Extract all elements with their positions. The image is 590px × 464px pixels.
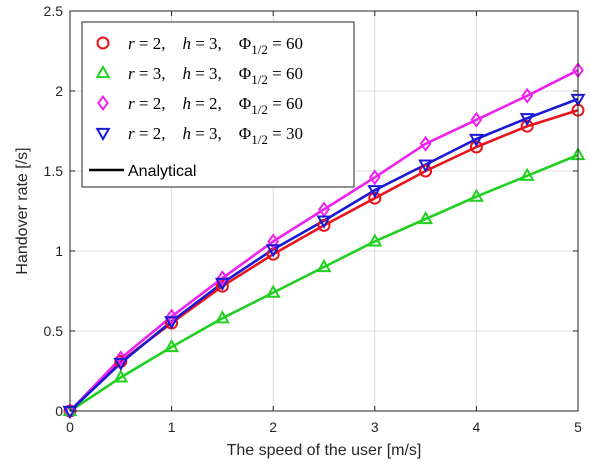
data-point-r3-h3-phi60 [418, 210, 434, 225]
legend: r = 2, h = 3, Φ1/2 = 60 r = 3, h = 3, Φ1/… [81, 21, 355, 188]
plot-frame [69, 10, 579, 412]
data-point-r2-h2-phi60 [216, 270, 229, 287]
data-point-r2-h2-phi60 [368, 169, 381, 186]
x-tick-label: 5 [574, 419, 582, 435]
data-point-r2-h2-phi60 [521, 87, 534, 104]
legend-marker-r2-h2-phi60 [97, 94, 109, 112]
data-point-r2-h2-phi60 [165, 308, 178, 325]
legend-marker-r3-h3-phi60 [95, 64, 111, 79]
data-point-r3-h3-phi60 [113, 369, 129, 383]
x-tick-label: 1 [168, 419, 176, 435]
y-tick-label: 0 [55, 403, 63, 419]
legend-marker-r2-h3-phi60 [96, 36, 110, 50]
data-point-r2-h3-phi30 [418, 159, 434, 173]
data-point-r2-h3-phi30 [265, 244, 281, 258]
x-tick-label: 4 [473, 419, 481, 435]
series-markers [62, 62, 586, 420]
legend-entry-r2-h3-phi60: r = 2, h = 3, Φ1/2 = 60 [128, 34, 303, 57]
legend-entry-r3-h3-phi60: r = 3, h = 3, Φ1/2 = 60 [128, 64, 303, 87]
y-tick-label: 0.5 [44, 323, 64, 339]
data-point-r3-h3-phi60 [265, 284, 281, 298]
data-point-r3-h3-phi60 [164, 338, 180, 353]
data-point-r2-h2-phi60 [114, 350, 127, 367]
data-point-r2-h3-phi60 [419, 164, 433, 178]
data-point-r2-h3-phi30 [367, 185, 383, 199]
data-point-r2-h3-phi30 [214, 277, 230, 292]
x-axis-label: The speed of the user [m/s] [227, 442, 422, 459]
data-point-r3-h3-phi60 [519, 167, 535, 181]
data-point-r2-h3-phi30 [519, 113, 535, 127]
y-tick-labels: 0 0.5 1 1.5 2 2.5 [44, 3, 64, 419]
y-tick-label: 1.5 [44, 163, 64, 179]
data-point-r2-h2-phi60 [419, 135, 432, 152]
y-tick-label: 2.5 [44, 3, 64, 19]
axis-ticks [69, 10, 579, 412]
data-point-r2-h3-phi30 [316, 215, 332, 229]
data-point-r2-h3-phi60 [520, 119, 534, 133]
legend-marker-r2-h3-phi30 [95, 127, 111, 142]
data-point-r3-h3-phi60 [468, 188, 484, 202]
legend-box [81, 21, 355, 188]
data-point-r2-h3-phi30 [468, 133, 484, 148]
data-point-r2-h3-phi30 [164, 316, 180, 330]
data-point-r3-h3-phi60 [316, 258, 332, 273]
analytical-curve-r3-h3-phi60 [69, 153, 579, 413]
analytical-curve-r2-h2-phi60 [69, 69, 579, 412]
data-point-r3-h3-phi60 [214, 310, 230, 324]
legend-entry-r2-h3-phi30: r = 2, h = 3, Φ1/2 = 30 [128, 124, 303, 147]
data-point-r3-h3-phi60 [367, 233, 383, 247]
x-tick-label: 0 [66, 419, 74, 435]
data-point-r2-h3-phi60 [368, 191, 382, 205]
legend-entry-analytical: Analytical [128, 163, 196, 180]
y-tick-label: 2 [55, 83, 63, 99]
x-tick-label: 3 [371, 419, 379, 435]
data-point-r2-h2-phi60 [267, 233, 280, 250]
x-tick-labels: 0 1 2 3 4 5 [66, 419, 582, 435]
data-point-r2-h2-phi60 [470, 111, 483, 128]
data-point-r2-h3-phi60 [469, 140, 483, 154]
y-tick-label: 1 [55, 243, 63, 259]
data-point-r2-h3-phi60 [114, 354, 128, 368]
x-tick-label: 2 [269, 419, 277, 435]
data-point-r2-h3-phi30 [113, 357, 129, 372]
legend-entry-r2-h2-phi60: r = 2, h = 2, Φ1/2 = 60 [128, 94, 303, 117]
data-point-r2-h3-phi60 [215, 279, 229, 293]
y-axis-label: Handover rate [/s] [14, 147, 31, 274]
data-point-r2-h3-phi60 [317, 218, 331, 232]
